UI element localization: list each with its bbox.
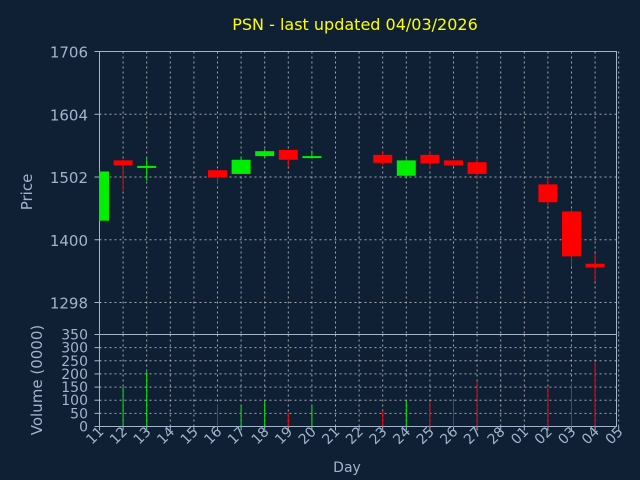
- candle-body: [113, 160, 133, 166]
- volume-panel-frame: [99, 334, 617, 427]
- price-tick-label: 1502: [50, 169, 88, 187]
- volume-tick-label: 250: [61, 354, 88, 370]
- price-tick-label: 1298: [50, 295, 88, 313]
- candle-body: [420, 154, 440, 164]
- price-tick-label: 1706: [50, 44, 88, 62]
- volume-tick-label: 50: [70, 406, 88, 422]
- candle-body: [538, 184, 558, 203]
- day-tick-label: 15: [178, 424, 202, 448]
- day-tick-label: 19: [272, 424, 296, 448]
- day-tick-label: 28: [485, 424, 509, 448]
- day-tick-label: 27: [461, 424, 485, 448]
- candle-body: [231, 159, 251, 174]
- candle-body: [302, 156, 322, 159]
- day-tick-label: 01: [508, 424, 532, 448]
- candle-body: [396, 160, 416, 176]
- volume-tick-label: 100: [61, 393, 88, 409]
- candle-body: [562, 211, 581, 257]
- volume-tick-label: 300: [61, 341, 88, 357]
- day-tick-label: 12: [107, 424, 131, 448]
- day-tick-label: 26: [437, 424, 461, 448]
- candle-body: [373, 154, 393, 163]
- volume-tick-label: 0: [79, 420, 88, 436]
- volume-tick-label: 150: [61, 380, 88, 396]
- price-tick-label: 1400: [50, 232, 88, 250]
- day-tick-label: 18: [249, 424, 273, 448]
- candle-body: [467, 162, 487, 174]
- candle-body: [255, 151, 275, 157]
- candle-body: [278, 149, 298, 160]
- day-tick-label: 21: [319, 424, 343, 448]
- volume-tick-label: 200: [61, 367, 88, 383]
- candle-body: [444, 160, 463, 166]
- day-tick-label: 16: [201, 424, 225, 448]
- day-tick-label: 03: [555, 424, 579, 448]
- day-ticks: 11 12 13 14 15 16 17 18 19 20 21 22 23 24 25 26 27 28 01 02…: [83, 424, 626, 448]
- day-tick-label: 25: [414, 424, 438, 448]
- day-tick-label: 23: [367, 424, 391, 448]
- day-tick-label: 17: [225, 424, 249, 448]
- day-tick-label: 22: [343, 424, 367, 448]
- chart-title: PSN - last updated 04/03/2026: [232, 15, 478, 34]
- day-tick-label: 14: [154, 424, 178, 448]
- volume-bars: [122, 362, 596, 427]
- volume-axis-label: Volume (0000): [28, 325, 46, 435]
- day-tick-label: 04: [579, 424, 603, 448]
- candle-body: [585, 263, 605, 268]
- day-tick-label: 20: [296, 424, 320, 448]
- candle-body: [99, 171, 109, 221]
- day-tick-label: 24: [390, 424, 414, 448]
- grid-layer: [99, 51, 620, 427]
- day-tick-label: 13: [131, 424, 155, 448]
- candle-body: [137, 165, 157, 168]
- day-tick-label: 02: [532, 424, 556, 448]
- price-tick-label: 1604: [50, 106, 88, 124]
- price-axis-label: Price: [18, 174, 36, 211]
- candles: [99, 149, 605, 282]
- x-axis-label: Day: [333, 460, 361, 476]
- candle-body: [208, 170, 227, 178]
- day-tick-label: 05: [603, 424, 627, 448]
- price-ticks: 1298 1400 1502 1604 1706: [50, 44, 100, 313]
- volume-tick-label: 350: [61, 328, 88, 344]
